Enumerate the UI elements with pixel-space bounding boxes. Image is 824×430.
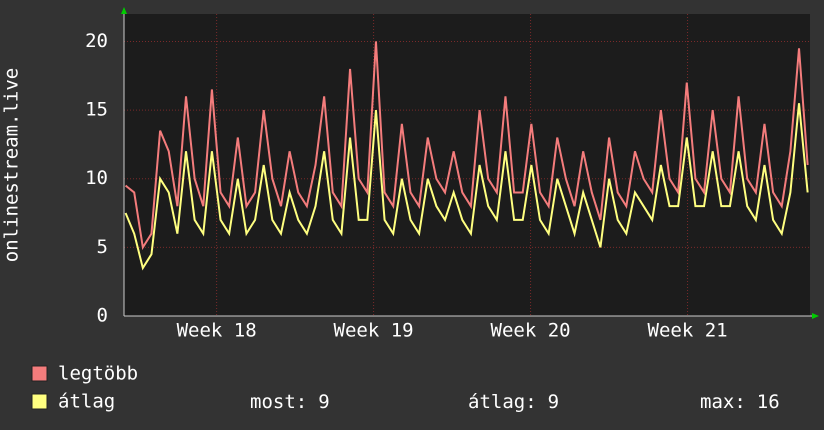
- series-line: [124, 103, 809, 271]
- stat-value: 9: [318, 391, 329, 413]
- stat-label: max:: [700, 391, 746, 413]
- axis-arrow: [812, 313, 819, 319]
- stat: átlag: 9: [468, 391, 559, 413]
- lines: [124, 41, 809, 271]
- stat-label: most:: [250, 391, 307, 413]
- plot-area: [124, 14, 810, 316]
- x-tick-label: Week 19: [334, 320, 414, 342]
- axis-arrow: [121, 7, 127, 14]
- stat: max: 16: [700, 391, 780, 413]
- stat: most: 9: [250, 391, 330, 413]
- legend-swatch: [31, 393, 48, 410]
- stat-value: 16: [757, 391, 780, 413]
- y-tick-label: 5: [97, 236, 108, 258]
- stat-value: 9: [548, 391, 559, 413]
- y-axis-label: onlinestream.live: [1, 68, 23, 262]
- legend-label: átlag: [58, 391, 115, 413]
- stat-label: átlag:: [468, 391, 537, 413]
- x-tick-label: Week 18: [177, 320, 257, 342]
- y-tick-label: 10: [85, 167, 108, 189]
- series-line: [124, 41, 809, 251]
- x-tick-label: Week 21: [648, 320, 728, 342]
- y-tick-label: 20: [85, 30, 108, 52]
- y-tick-label: 0: [97, 305, 108, 327]
- legend-label: legtöbb: [58, 363, 138, 385]
- x-tick-label: Week 20: [491, 320, 571, 342]
- y-tick-label: 15: [85, 99, 108, 121]
- legend-swatch: [31, 365, 48, 382]
